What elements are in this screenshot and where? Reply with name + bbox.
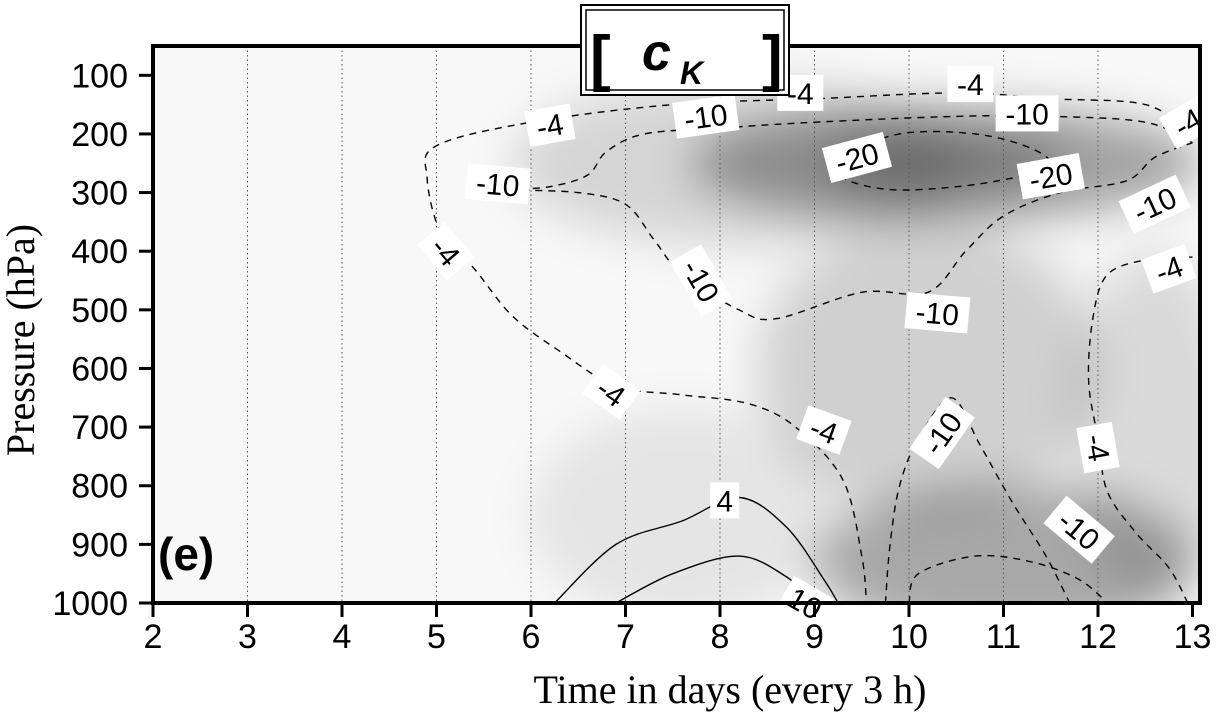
x-tick-label: 10 [890, 618, 928, 656]
x-tick-label: 2 [144, 618, 163, 656]
contour-label: -20 [821, 131, 893, 183]
y-tick-label: 500 [71, 292, 128, 330]
contour-line-negative [511, 114, 1193, 321]
contour-label: -10 [904, 292, 971, 334]
title-symbol: c [642, 24, 671, 82]
title-open-bracket: [ [590, 24, 611, 93]
contour-label-bg [669, 244, 733, 317]
title-subscript: K [680, 55, 706, 91]
contour-label-text: -10 [475, 167, 521, 204]
contour-label: -4 [524, 103, 576, 147]
y-axis-title: Pressure (hPa) [0, 224, 43, 456]
contour-line-negative [908, 554, 1108, 603]
y-tick-label: 400 [71, 233, 128, 271]
x-axis-title: Time in days (every 3 h) [534, 667, 927, 712]
contour-label-bg [1016, 153, 1085, 200]
title-box-inner [585, 9, 785, 91]
y-tick-label: 1000 [52, 585, 128, 623]
contour-line-negative [884, 397, 1071, 603]
y-tick-label: 600 [71, 350, 128, 388]
shading-region [512, 81, 966, 246]
contour-label: -4 [582, 363, 641, 420]
x-tick-label: 6 [522, 618, 541, 656]
contour-label-bg [909, 396, 975, 470]
x-tick-label: 4 [333, 618, 352, 656]
contour-label-bg [672, 94, 740, 139]
x-tick-label: 5 [427, 618, 446, 656]
contour-label-bg [821, 131, 893, 183]
chart-title-box: [ c K ] [580, 4, 790, 96]
shading-region [531, 409, 834, 603]
title-close-bracket: ] [762, 24, 783, 93]
plot-area: -4 -10-4 -4-10 -4-20 -20-10 -10-4-10-10-4-4-4… [151, 44, 1217, 631]
contour-label: -4 [1076, 421, 1120, 474]
contour-label-bg [904, 292, 971, 334]
x-tick-label: 12 [1079, 618, 1117, 656]
y-tick-label: 300 [71, 175, 128, 213]
contour-label-text: -4 [957, 69, 984, 102]
contour-label: -4 [947, 66, 994, 103]
x-tick-label: 3 [238, 618, 257, 656]
y-axis-ticks: 100 200 300 400 500 600 700 800 900 1000 [52, 57, 153, 623]
contour-label-bg [710, 482, 740, 519]
y-tick-label: 200 [71, 116, 128, 154]
contour-label-text: -20 [1027, 158, 1075, 198]
contour-label-bg [582, 363, 641, 420]
contour-label-bg [1141, 244, 1197, 294]
contour-label-bg [1076, 421, 1120, 474]
contour-line-negative [1087, 256, 1193, 603]
panel-label: (e) [158, 528, 214, 580]
x-tick-label: 9 [805, 618, 824, 656]
x-axis-ticks: 2 3 4 5 6 7 8 9 10 11 12 13 [144, 603, 1212, 656]
contour-label-text: -10 [1005, 98, 1048, 131]
contour-label-text: -10 [914, 296, 960, 333]
contour-label-bg [1118, 174, 1191, 234]
contour-label-bg [995, 95, 1059, 132]
contour-label-text: -4 [534, 108, 566, 145]
contour-label: -20 [1016, 153, 1085, 200]
contour-label-text: -4 [1078, 432, 1115, 464]
x-tick-label: 11 [986, 618, 1021, 656]
contour-label-bg [947, 66, 994, 103]
y-tick-label: 800 [71, 468, 128, 506]
contour-label: -10 [464, 163, 531, 205]
contour-label: -10 [672, 94, 740, 139]
y-tick-label: 700 [71, 409, 128, 447]
y-tick-label: 100 [71, 57, 128, 95]
contour-label-text: -10 [682, 99, 730, 138]
x-tick-label: 7 [616, 618, 635, 656]
y-tick-label: 900 [71, 526, 128, 564]
contour-label: 4 [710, 482, 740, 519]
contour-label-bg [524, 103, 576, 147]
contour-label-bg [464, 163, 531, 205]
x-tick-label: 13 [1174, 618, 1212, 656]
contour-label-text: -4 [787, 78, 814, 111]
contour-label-bg [796, 405, 852, 455]
contour-label-text: 4 [716, 485, 733, 518]
x-tick-label: 8 [711, 618, 730, 656]
contour-label-bg [1043, 495, 1115, 564]
contour-label-bg [1158, 95, 1217, 150]
contour-label-bg [417, 222, 475, 281]
contour-label: -10 [995, 95, 1059, 132]
contour-label: -4 [1141, 244, 1197, 294]
shading-region [1069, 251, 1200, 603]
contour-line-negative [832, 130, 1053, 191]
